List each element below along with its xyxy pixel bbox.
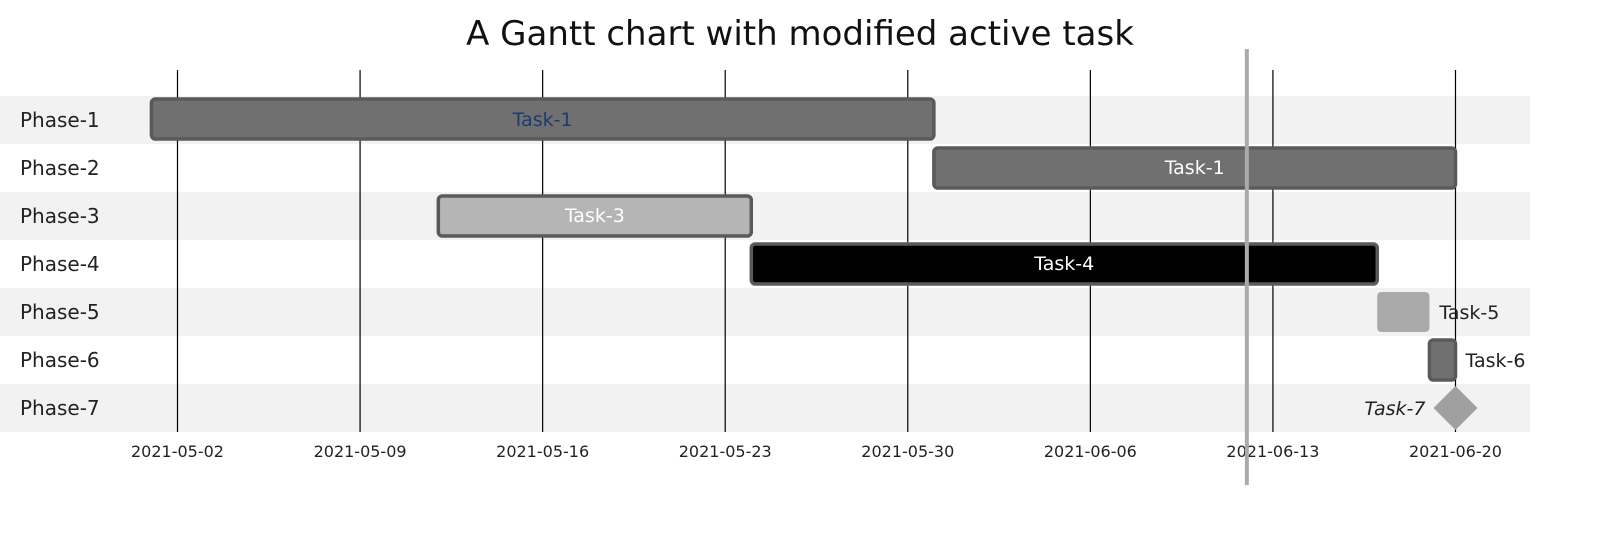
task-label: Task-1 xyxy=(1164,157,1225,179)
task-bar xyxy=(149,97,936,141)
tick-label: 2021-05-09 xyxy=(314,442,407,461)
task-bar xyxy=(932,146,1458,190)
tick-label: 2021-05-16 xyxy=(496,442,589,461)
tick-label: 2021-05-30 xyxy=(861,442,954,461)
phase-label: Phase-2 xyxy=(20,156,100,180)
tick-label: 2021-05-23 xyxy=(679,442,772,461)
row-band xyxy=(0,384,1530,432)
phase-label: Phase-5 xyxy=(20,300,100,324)
task-label: Task-4 xyxy=(1033,253,1094,275)
tick-label: 2021-05-02 xyxy=(131,442,224,461)
phase-label: Phase-6 xyxy=(20,348,100,372)
task-label: Task-3 xyxy=(564,205,625,227)
row-band xyxy=(0,288,1530,336)
task-bar xyxy=(1377,292,1430,332)
phase-label: Phase-7 xyxy=(20,396,100,420)
chart-title: A Gantt chart with modified active task xyxy=(466,14,1134,54)
row-band xyxy=(0,336,1530,384)
task-label: Task-6 xyxy=(1465,350,1526,372)
tick-label: 2021-06-20 xyxy=(1409,442,1502,461)
tick-label: 2021-06-06 xyxy=(1044,442,1137,461)
phase-label: Phase-3 xyxy=(20,204,100,228)
task-label: Task-5 xyxy=(1438,302,1499,324)
phase-label: Phase-1 xyxy=(20,108,100,132)
task-label: Task-7 xyxy=(1364,398,1425,420)
phase-label: Phase-4 xyxy=(20,252,100,276)
row-band xyxy=(0,192,1530,240)
task-bar xyxy=(1427,338,1458,382)
task-label: Task-1 xyxy=(512,109,573,131)
task-bar xyxy=(749,242,1380,286)
task-bar xyxy=(436,194,754,238)
milestone-marker xyxy=(1433,386,1478,430)
tick-label: 2021-06-13 xyxy=(1226,442,1319,461)
